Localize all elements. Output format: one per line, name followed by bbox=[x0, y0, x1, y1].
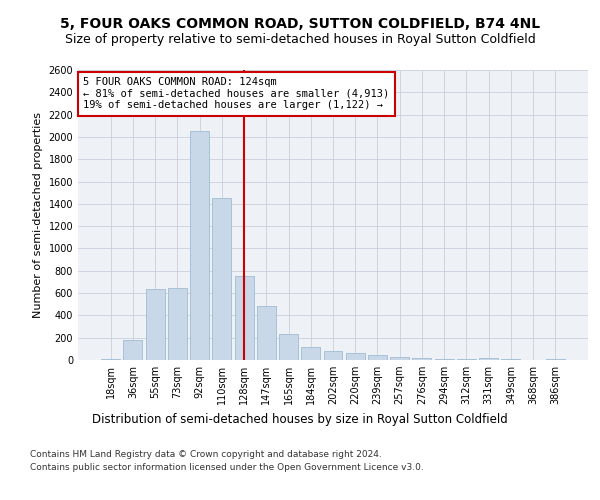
Bar bbox=[368, 355, 387, 360]
Bar bbox=[279, 334, 298, 360]
Y-axis label: Number of semi-detached properties: Number of semi-detached properties bbox=[33, 112, 43, 318]
Bar bbox=[301, 346, 320, 360]
Bar bbox=[390, 357, 409, 360]
Bar bbox=[346, 354, 365, 360]
Bar bbox=[235, 276, 254, 360]
Text: Contains public sector information licensed under the Open Government Licence v3: Contains public sector information licen… bbox=[30, 462, 424, 471]
Text: 5, FOUR OAKS COMMON ROAD, SUTTON COLDFIELD, B74 4NL: 5, FOUR OAKS COMMON ROAD, SUTTON COLDFIE… bbox=[60, 18, 540, 32]
Bar bbox=[190, 132, 209, 360]
Text: 5 FOUR OAKS COMMON ROAD: 124sqm
← 81% of semi-detached houses are smaller (4,913: 5 FOUR OAKS COMMON ROAD: 124sqm ← 81% of… bbox=[83, 77, 389, 110]
Bar bbox=[212, 198, 231, 360]
Text: Contains HM Land Registry data © Crown copyright and database right 2024.: Contains HM Land Registry data © Crown c… bbox=[30, 450, 382, 459]
Bar bbox=[323, 351, 343, 360]
Bar bbox=[435, 359, 454, 360]
Bar bbox=[168, 288, 187, 360]
Text: Size of property relative to semi-detached houses in Royal Sutton Coldfield: Size of property relative to semi-detach… bbox=[65, 32, 535, 46]
Bar bbox=[412, 358, 431, 360]
Bar bbox=[146, 288, 164, 360]
Text: Distribution of semi-detached houses by size in Royal Sutton Coldfield: Distribution of semi-detached houses by … bbox=[92, 412, 508, 426]
Bar bbox=[479, 358, 498, 360]
Bar bbox=[124, 340, 142, 360]
Bar bbox=[257, 306, 276, 360]
